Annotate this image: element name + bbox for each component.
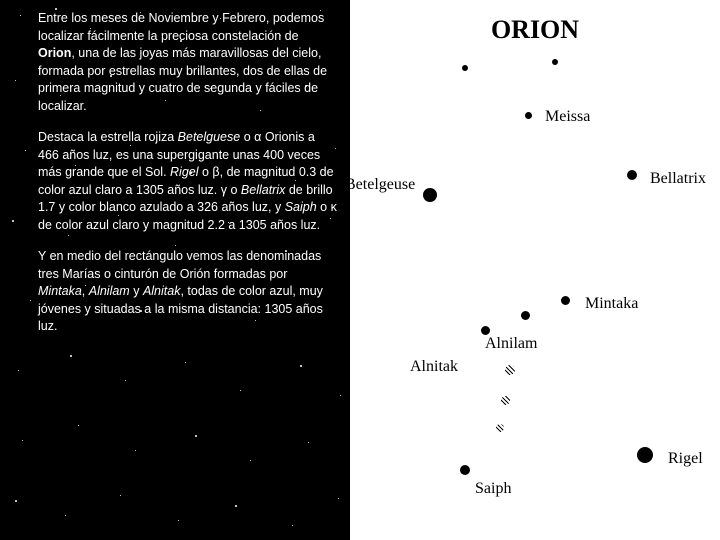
paragraph-1: Entre los meses de Noviembre y Febrero, … bbox=[38, 10, 338, 115]
p3-text-e: y bbox=[130, 284, 143, 298]
star-label: Alnitak bbox=[410, 358, 458, 376]
p3-alnilam: Alnilam bbox=[89, 284, 130, 298]
constellation-star-saiph bbox=[460, 465, 470, 475]
constellation-star-rigel bbox=[637, 447, 653, 463]
paragraph-3: Y en medio del rectángulo vemos las deno… bbox=[38, 248, 338, 336]
nebula-dot bbox=[501, 396, 510, 405]
star-label: Rigel bbox=[668, 450, 703, 468]
p3-text-a: Y en medio del rectángulo vemos las deno… bbox=[38, 249, 321, 281]
constellation-star-alnilam bbox=[521, 311, 530, 320]
text-content: Entre los meses de Noviembre y Febrero, … bbox=[0, 0, 350, 540]
p1-text-a: Entre los meses de Noviembre y Febrero, … bbox=[38, 11, 324, 43]
star-label: Bellatrix bbox=[650, 170, 706, 188]
constellation-star-top2 bbox=[552, 59, 558, 65]
constellation-star-top1 bbox=[462, 65, 468, 71]
p2-rigel: Rigel bbox=[170, 165, 199, 179]
nebula-dot bbox=[496, 424, 504, 432]
p2-saiph: Saiph bbox=[285, 200, 317, 214]
p2-bellatrix: Bellatrix bbox=[241, 183, 285, 197]
star-label: Saiph bbox=[475, 480, 511, 498]
constellation-star-betelgeuse bbox=[423, 188, 437, 202]
p3-mintaka: Mintaka bbox=[38, 284, 82, 298]
orion-diagram: ORION MeissaBetelgeuseBellatrixAlnilamMi… bbox=[350, 0, 720, 540]
p3-alnitak: Alnitak bbox=[143, 284, 181, 298]
nebula-dot bbox=[505, 365, 515, 375]
star-label: Mintaka bbox=[585, 295, 638, 313]
diagram-title: ORION bbox=[491, 15, 579, 45]
star-label: Meissa bbox=[545, 108, 590, 126]
p2-betelguese: Betelguese bbox=[178, 130, 241, 144]
constellation-star-mintaka bbox=[561, 296, 570, 305]
p1-text-c: , una de las joyas más maravillosas del … bbox=[38, 46, 327, 113]
p1-orion: Orion bbox=[38, 46, 71, 60]
constellation-star-bellatrix bbox=[627, 170, 637, 180]
constellation-star-meissa bbox=[525, 112, 532, 119]
constellation-star-alnitak bbox=[481, 326, 490, 335]
p3-text-c: , bbox=[82, 284, 89, 298]
paragraph-2: Destaca la estrella rojiza Betelguese o … bbox=[38, 129, 338, 234]
p2-text-a: Destaca la estrella rojiza bbox=[38, 130, 178, 144]
star-label: Betelgeuse bbox=[345, 176, 415, 194]
star-label: Alnilam bbox=[485, 335, 537, 353]
